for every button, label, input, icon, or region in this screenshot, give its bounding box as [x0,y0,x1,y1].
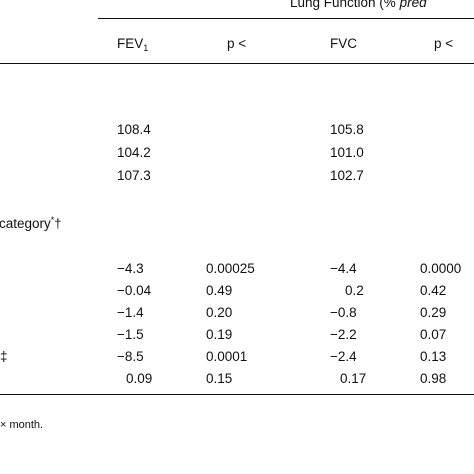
baseline-fev-1: 108.4 [117,122,151,137]
group-header-text: Lung Function (% [290,0,400,10]
star-mark: * [50,215,55,225]
table-bottom-rule [0,394,474,395]
fev-subscript: 1 [143,43,149,53]
baseline-fev-3: 107.3 [117,168,151,183]
section-label: category*† [0,215,62,231]
effect-p2-4: 0.07 [420,327,447,342]
effect-fvc-3: −0.8 [330,305,357,320]
effect-p2-6: 0.98 [420,371,447,386]
baseline-fvc-1: 105.8 [330,122,364,137]
effect-p2-1: 0.0000 [420,261,462,276]
footnote: × month. [0,419,44,431]
dagger-mark: † [54,216,62,231]
effect-fvc-4: −2.2 [330,327,357,342]
effect-p1-5: 0.0001 [206,349,248,364]
header-bottom-rule [0,63,474,64]
group-header: Lung Function (% pred [290,0,427,11]
col-header-fev: FEV1 [117,36,149,53]
effect-fev-2: −0.04 [117,283,152,298]
effect-fvc-5: −2.4 [330,349,357,364]
baseline-fev-2: 104.2 [117,145,151,160]
effect-p1-1: 0.00025 [206,261,255,276]
effect-fev-4: −1.5 [117,327,144,342]
effect-fev-3: −1.4 [117,305,144,320]
effect-p1-4: 0.19 [206,327,233,342]
effect-fev-5: −8.5 [117,349,144,364]
col-header-p2: p < [434,36,454,51]
baseline-fvc-3: 102.7 [330,168,364,183]
effect-p1-2: 0.49 [206,283,233,298]
effect-p2-5: 0.13 [420,349,447,364]
effect-fev-6: 0.09 [126,371,153,386]
effect-p1-6: 0.15 [206,371,233,386]
effect-stub-5: ‡ [0,349,8,364]
header-top-rule [98,18,474,19]
effect-fvc-2: 0.2 [345,283,364,298]
effect-p1-3: 0.20 [206,305,233,320]
effect-fvc-6: 0.17 [340,371,367,386]
group-header-italic: pred [399,0,427,10]
baseline-fvc-2: 101.0 [330,145,364,160]
effect-fev-1: −4.3 [117,261,144,276]
effect-p2-2: 0.42 [420,283,447,298]
col-header-p1: p < [227,36,247,51]
effect-p2-3: 0.29 [420,305,447,320]
col-header-fvc: FVC [330,36,357,51]
effect-fvc-1: −4.4 [330,261,357,276]
